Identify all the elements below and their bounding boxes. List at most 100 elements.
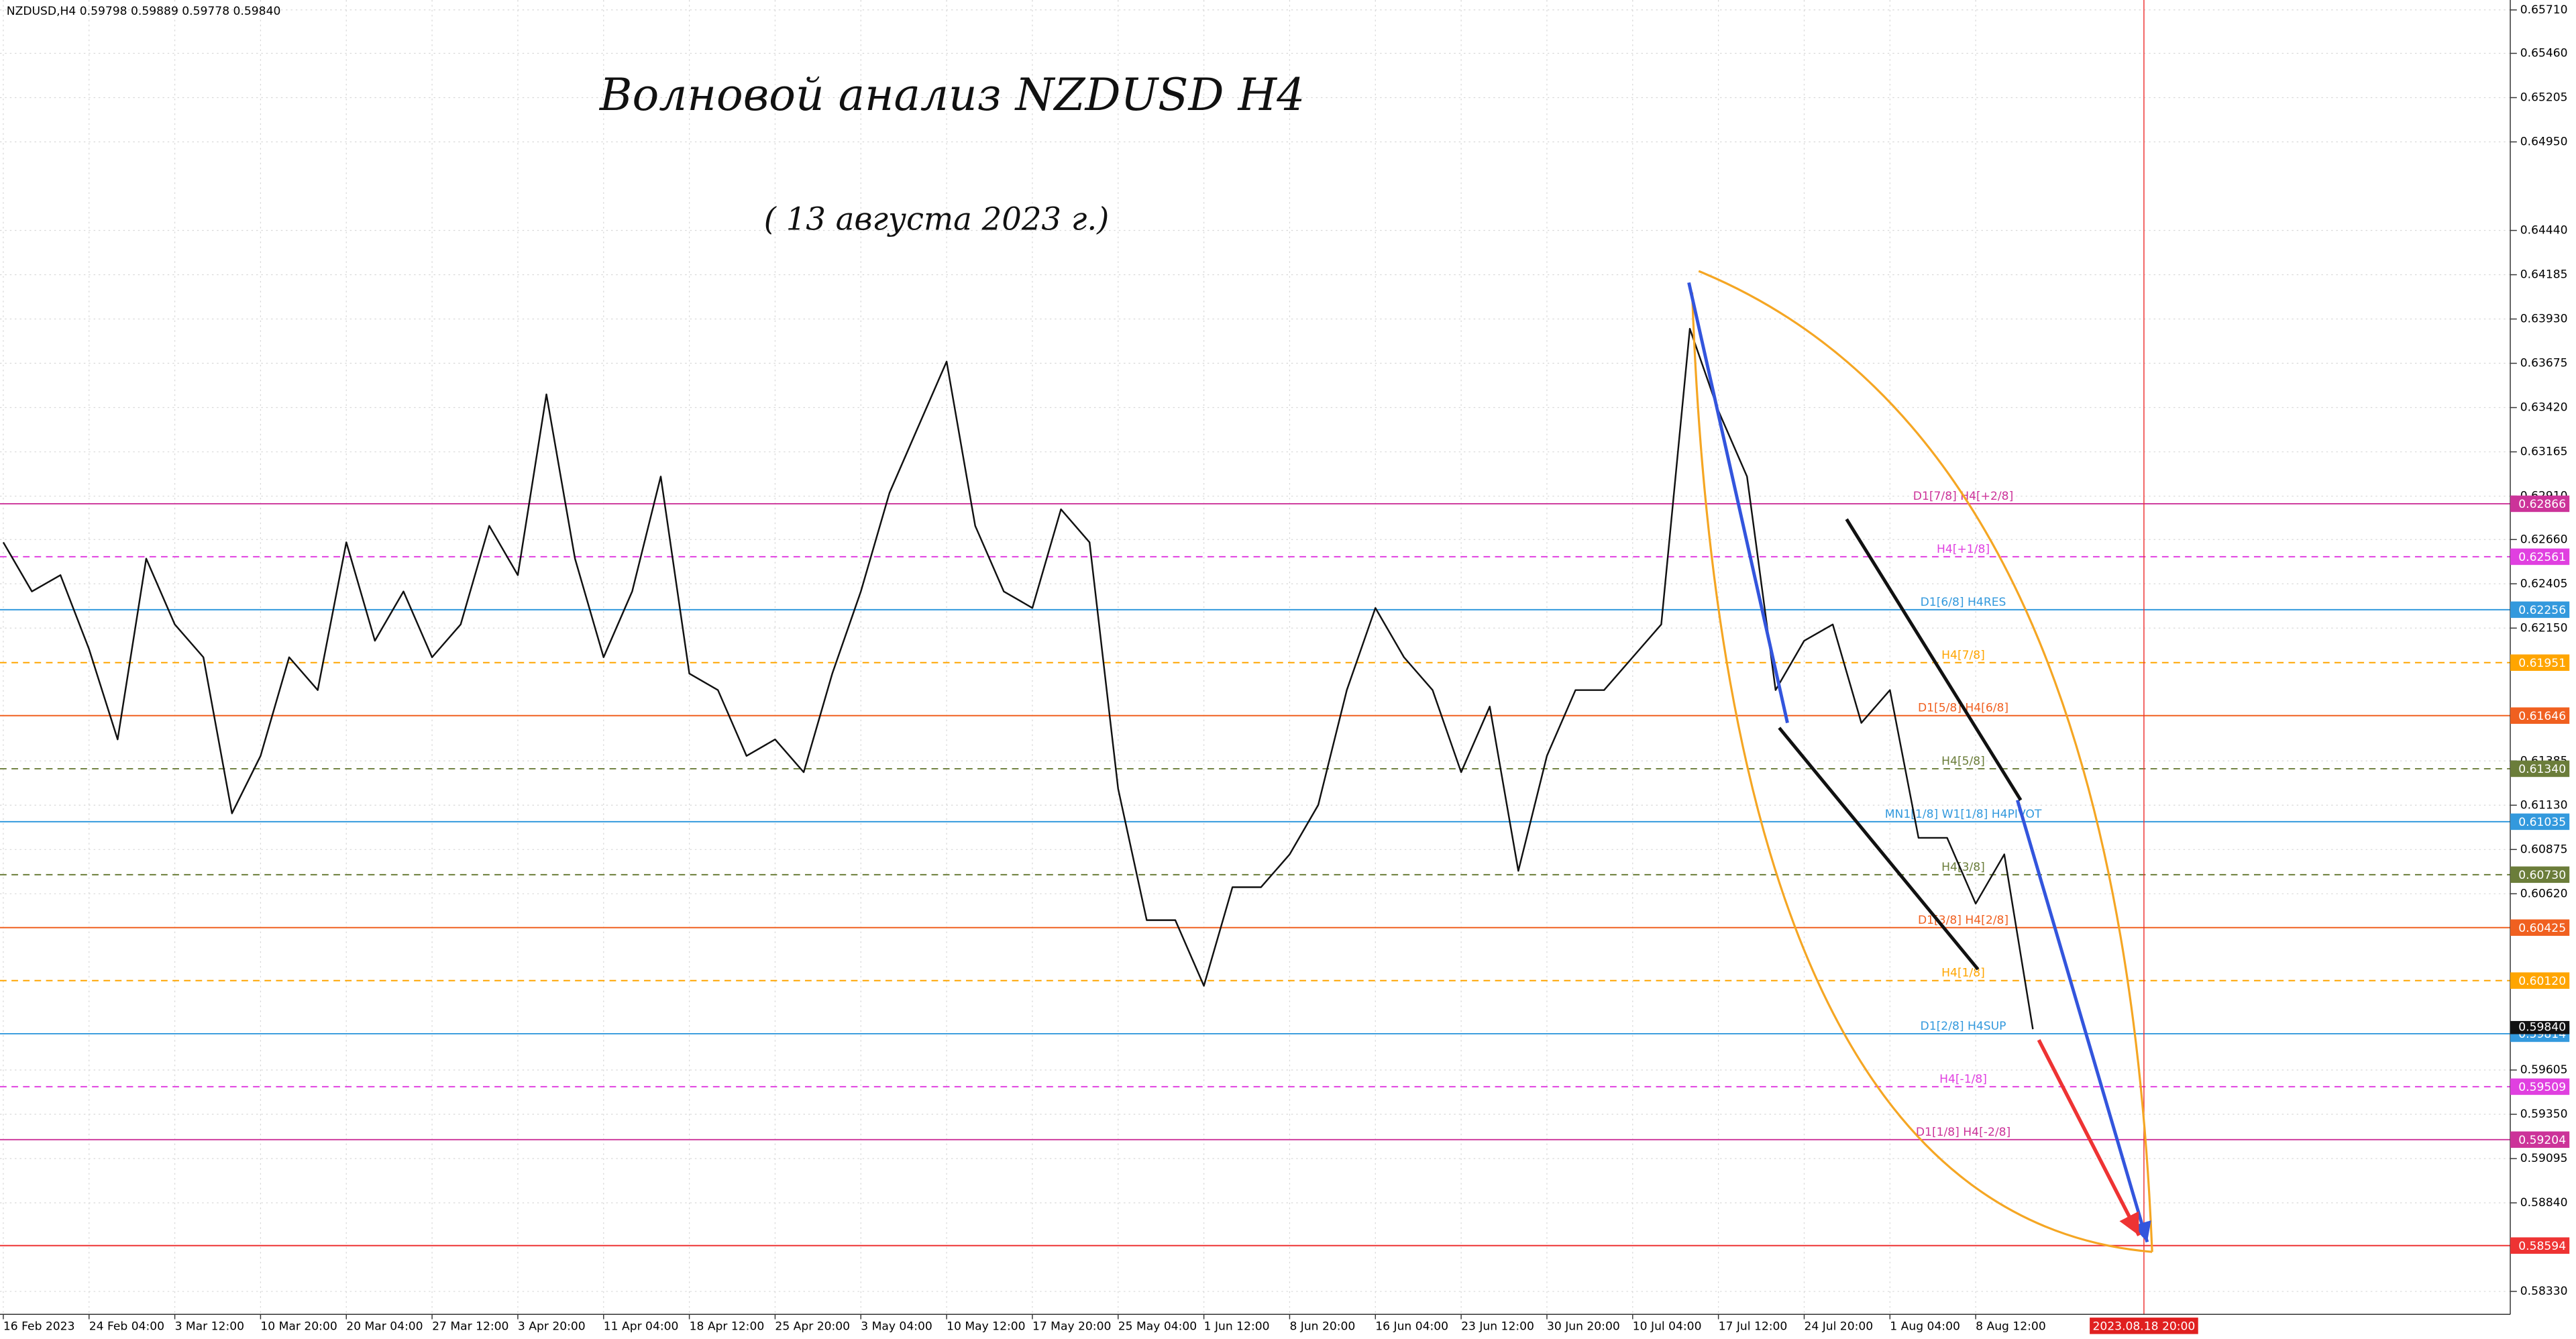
level-price-label: 0.60730 [2518, 869, 2566, 882]
level-price-label: 0.61340 [2518, 763, 2566, 776]
last-price-box [2510, 1020, 2570, 1034]
level-label: H4[1/8] [1941, 967, 1985, 980]
level-price-box [2510, 1237, 2570, 1254]
level-label: D1[3/8] H4[2/8] [1918, 914, 2008, 927]
level-price-box [2510, 760, 2570, 778]
level-label: D1[6/8] H4RES [1921, 596, 2006, 609]
x-tick-label: 18 Apr 12:00 [690, 1320, 765, 1334]
level-label: MN1[1/8] W1[1/8] H4PIVOT [1885, 808, 2042, 821]
level-label: D1[1/8] H4[-2/8] [1916, 1126, 2010, 1139]
y-tick-label: 0.65710 [2520, 3, 2568, 17]
x-tick-label: 10 Mar 20:00 [260, 1320, 337, 1334]
y-tick-label: 0.64950 [2520, 136, 2568, 149]
y-tick-label: 0.65460 [2520, 47, 2568, 60]
forecast-arrow [2037, 1039, 2141, 1236]
x-tick-label: 17 May 20:00 [1032, 1320, 1111, 1334]
y-tick-label: 0.63675 [2520, 357, 2568, 370]
x-tick-label: 1 Aug 04:00 [1890, 1320, 1960, 1334]
y-tick-label: 0.63165 [2520, 445, 2568, 459]
axis-labels: 0.65710 0.65460 0.65205 0.64950 0.64440 0.641… [3, 3, 2570, 1334]
y-tick-label: 0.59095 [2520, 1152, 2568, 1165]
level-price-label: 0.62866 [2518, 498, 2566, 511]
level-price-box [2510, 972, 2570, 989]
channel-line [1778, 727, 1980, 971]
x-tick-label: 30 Jun 20:00 [1547, 1320, 1620, 1334]
wave-line [2015, 800, 2151, 1243]
level-price-label: 0.62561 [2518, 551, 2566, 564]
y-tick-label: 0.62405 [2520, 577, 2568, 590]
y-tick-label: 0.64185 [2520, 268, 2568, 282]
y-tick-label: 0.64440 [2520, 224, 2568, 237]
x-tick-label: 11 Apr 04:00 [604, 1320, 679, 1334]
level-price-box [2510, 601, 2570, 619]
level-price-box [2510, 1078, 2570, 1095]
level-label: H4[+1/8] [1937, 543, 1990, 556]
y-tick-label: 0.63420 [2520, 401, 2568, 415]
y-tick-label: 0.63930 [2520, 313, 2568, 326]
level-price-box [2510, 1131, 2570, 1148]
level-price-label: 0.58594 [2518, 1240, 2566, 1253]
level-price-label: 0.60120 [2518, 975, 2566, 988]
last-price-label: 0.59840 [2518, 1021, 2566, 1034]
x-tick-label: 25 May 04:00 [1118, 1320, 1197, 1334]
x-marker-label: 2023.08.18 20:00 [2092, 1320, 2195, 1334]
orange-arc [1690, 292, 2153, 1253]
x-tick-label: 16 Jun 04:00 [1375, 1320, 1448, 1334]
x-tick-label: 3 May 04:00 [861, 1320, 932, 1334]
y-tick-label: 0.61130 [2520, 798, 2568, 812]
level-price-label: 0.61035 [2518, 816, 2566, 829]
x-tick-label: 3 Apr 20:00 [518, 1320, 586, 1334]
x-tick-label: 1 Jun 12:00 [1204, 1320, 1270, 1334]
level-price-label: 0.59204 [2518, 1134, 2566, 1147]
y-tick-label: 0.60620 [2520, 887, 2568, 900]
wave-line [1687, 282, 1789, 724]
level-label: H4[5/8] [1941, 755, 1985, 768]
y-tick-label: 0.62150 [2520, 621, 2568, 635]
x-tick-label: 8 Aug 12:00 [1976, 1320, 2046, 1334]
x-tick-label: 20 Mar 04:00 [346, 1320, 423, 1334]
x-tick-label: 8 Jun 20:00 [1289, 1320, 1355, 1334]
chart-title: Волновой анализ NZDUSD H4 [599, 69, 1305, 121]
x-tick-label: 17 Jul 12:00 [1719, 1320, 1788, 1334]
x-tick-label: 24 Feb 04:00 [89, 1320, 164, 1334]
y-tick-label: 0.59350 [2520, 1108, 2568, 1121]
level-price-label: 0.59509 [2518, 1081, 2566, 1094]
y-tick-label: 0.58840 [2520, 1196, 2568, 1210]
x-tick-label: 23 Jun 12:00 [1461, 1320, 1534, 1334]
x-tick-label: 27 Mar 12:00 [432, 1320, 508, 1334]
level-price-box [2510, 813, 2570, 831]
x-tick-label: 10 May 12:00 [947, 1320, 1025, 1334]
level-price-label: 0.61646 [2518, 710, 2566, 723]
level-price-box [2510, 495, 2570, 513]
level-price-box [2510, 707, 2570, 724]
level-price-box [2510, 866, 2570, 883]
level-price-label: 0.61951 [2518, 657, 2566, 670]
x-tick-label: 25 Apr 20:00 [775, 1320, 850, 1334]
annotations [1687, 270, 2153, 1253]
level-label: H4[7/8] [1941, 649, 1985, 662]
level-price-label: 0.62256 [2518, 604, 2566, 617]
x-tick-label: 3 Mar 12:00 [175, 1320, 244, 1334]
symbol-header: NZDUSD,H4 0.59798 0.59889 0.59778 0.5984… [7, 5, 281, 18]
y-tick-label: 0.65205 [2520, 91, 2568, 105]
level-price-box [2510, 548, 2570, 566]
x-tick-label: 16 Feb 2023 [3, 1320, 75, 1334]
y-tick-label: 0.60875 [2520, 843, 2568, 856]
y-tick-label: 0.62660 [2520, 533, 2568, 546]
level-price-label: 0.60425 [2518, 922, 2566, 935]
x-tick-label: 24 Jul 20:00 [1804, 1320, 1873, 1334]
orange-arc [1698, 270, 2153, 1252]
level-label: H4[3/8] [1941, 861, 1985, 874]
x-marker-box [2090, 1318, 2198, 1334]
x-tick-label: 10 Jul 04:00 [1633, 1320, 1702, 1334]
level-price-box [2510, 919, 2570, 936]
y-tick-label: 0.58330 [2520, 1285, 2568, 1298]
chart-subtitle: ( 13 августа 2023 г.) [764, 201, 1110, 237]
level-label: D1[2/8] H4SUP [1921, 1020, 2006, 1033]
level-label: H4[-1/8] [1939, 1073, 1987, 1086]
y-tick-label: 0.59605 [2520, 1063, 2568, 1077]
level-price-box [2510, 654, 2570, 672]
channel-line [1845, 518, 2023, 801]
